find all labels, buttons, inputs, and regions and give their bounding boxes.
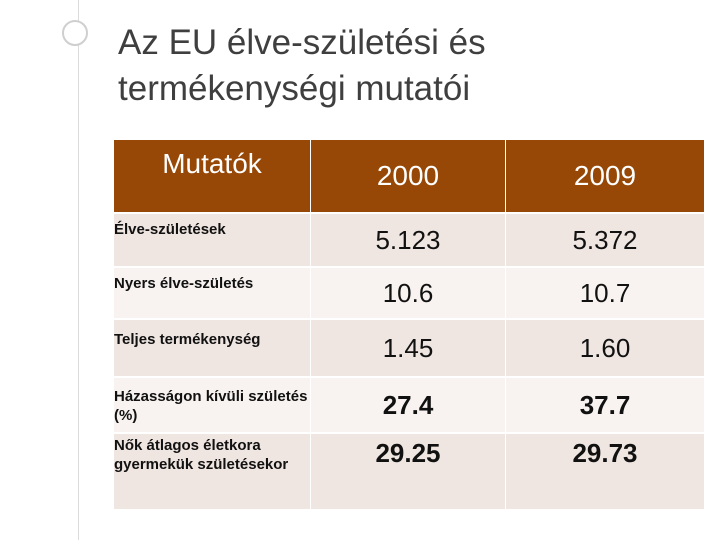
value-2000: 5.123 bbox=[311, 212, 506, 266]
row-label: Nők átlagos életkora gyermekük születése… bbox=[114, 432, 311, 509]
row-label: Teljes termékenység bbox=[114, 318, 311, 376]
value-2000: 27.4 bbox=[311, 376, 506, 432]
row-label: Élve-születések bbox=[114, 212, 311, 266]
decorative-circle bbox=[62, 20, 88, 46]
indicators-table: Mutatók 2000 2009 Élve-születések 5.123 … bbox=[114, 140, 704, 509]
slide-title: Az EU élve-születési és termékenységi mu… bbox=[118, 20, 678, 112]
header-2000: 2000 bbox=[311, 140, 506, 212]
row-label: Nyers élve-születés bbox=[114, 266, 311, 318]
title-line-1: Az EU élve-születési és bbox=[118, 23, 486, 62]
header-2009: 2009 bbox=[506, 140, 704, 212]
table-row: Házasságon kívüli születés (%) 27.4 37.7 bbox=[114, 376, 704, 432]
row-label: Házasságon kívüli születés (%) bbox=[114, 376, 311, 432]
value-2009: 5.372 bbox=[506, 212, 704, 266]
value-2009: 37.7 bbox=[506, 376, 704, 432]
table-row: Teljes termékenység 1.45 1.60 bbox=[114, 318, 704, 376]
header-row: Mutatók 2000 2009 bbox=[114, 140, 704, 212]
header-indicators: Mutatók bbox=[114, 140, 311, 212]
table-row: Nők átlagos életkora gyermekük születése… bbox=[114, 432, 704, 509]
value-2009: 1.60 bbox=[506, 318, 704, 376]
value-2000: 10.6 bbox=[311, 266, 506, 318]
value-2000: 29.25 bbox=[311, 432, 506, 509]
title-line-2: termékenységi mutatói bbox=[118, 69, 471, 108]
table-row: Élve-születések 5.123 5.372 bbox=[114, 212, 704, 266]
left-border-line bbox=[78, 0, 79, 540]
value-2009: 29.73 bbox=[506, 432, 704, 509]
value-2009: 10.7 bbox=[506, 266, 704, 318]
table-row: Nyers élve-születés 10.6 10.7 bbox=[114, 266, 704, 318]
value-2000: 1.45 bbox=[311, 318, 506, 376]
